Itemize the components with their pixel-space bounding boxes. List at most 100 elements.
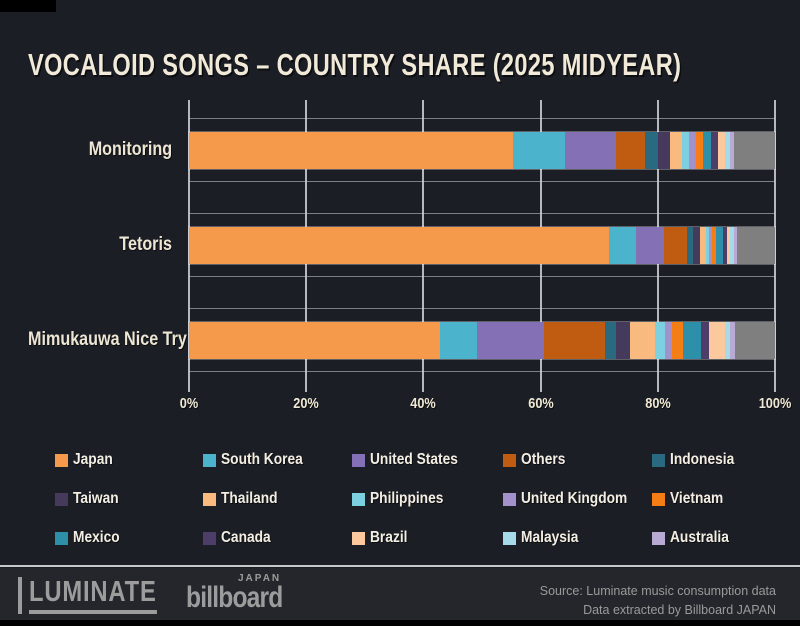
bar-segment-others (616, 131, 645, 169)
legend-label-text: Philippines (370, 490, 444, 507)
legend-swatch-united-kingdom (503, 492, 516, 506)
x-tick-label: 100% (758, 395, 792, 412)
bar-segment-indonesia (644, 131, 658, 169)
x-tick-label: 20% (293, 395, 319, 412)
bar-segment-indonesia (605, 321, 617, 359)
row-label-monitoring: Monitoring (0, 139, 172, 161)
legend-swatch-brazil (352, 531, 365, 545)
legend-swatch-vietnam (652, 492, 665, 506)
legend-swatch-philippines (352, 492, 365, 506)
legend-item-canada: Canada (203, 528, 352, 548)
legend-item-indonesia: Indonesia (652, 450, 800, 470)
bar-segment-thailand (699, 226, 707, 264)
category-band-mimukauwa-nice-try (189, 308, 775, 372)
legend-label: Malaysia (521, 529, 588, 547)
legend-swatch-indonesia (652, 453, 665, 467)
bar-segment-south-korea (609, 226, 637, 264)
legend-item-japan: Japan (55, 450, 203, 470)
bar-segment-japan (189, 321, 441, 359)
row-label-text: Tetoris (119, 234, 172, 255)
chart-title: VOCALOID SONGS – COUNTRY SHARE (2025 MID… (28, 47, 800, 83)
bar-segment-others (664, 226, 688, 264)
bar-segment-australia (729, 131, 734, 169)
legend-item-united-kingdom: United Kingdom (503, 489, 652, 509)
legend-label: Taiwan (73, 490, 126, 508)
stacked-bar-mimukauwa-nice-try (188, 320, 776, 360)
bar-segment-mexico (703, 131, 712, 169)
stacked-bar-monitoring (188, 130, 776, 170)
bar-segment-indonesia (687, 226, 693, 264)
x-tick-label: 40% (410, 395, 437, 412)
billboard-japan-superscript: JAPAN (238, 573, 282, 584)
bar-segment-taiwan (616, 321, 630, 359)
chart-title-text: VOCALOID SONGS – COUNTRY SHARE (2025 MID… (28, 46, 682, 82)
legend-item-thailand: Thailand (203, 489, 352, 509)
bar-segment-mexico (682, 321, 702, 359)
bar-segment-rest-unlabeled-grey-segment (737, 226, 775, 264)
legend-label: Brazil (370, 529, 414, 547)
legend-label: Thailand (221, 490, 287, 508)
bar-segment-taiwan (692, 226, 700, 264)
legend-item-brazil: Brazil (352, 528, 503, 548)
legend-label: Philippines (370, 490, 455, 508)
legend-label: Japan (73, 451, 119, 469)
legend-label-text: United Kingdom (521, 490, 628, 507)
legend-label-text: Malaysia (521, 529, 579, 546)
bar-segment-brazil (726, 226, 731, 264)
bar-segment-vietnam (712, 226, 717, 264)
bar-segment-philippines (681, 131, 690, 169)
source-line-2: Data extracted by Billboard JAPAN (583, 602, 776, 617)
legend-label: United States (370, 451, 472, 469)
bar-segment-japan (189, 226, 610, 264)
bar-segment-canada (723, 226, 727, 264)
bar-segment-united-states (476, 321, 544, 359)
legend-label: South Korea (221, 451, 316, 469)
row-label-tetoris: Tetoris (0, 234, 172, 256)
luminate-logo: LUMINATE (18, 577, 185, 614)
legend-swatch-canada (203, 531, 216, 545)
bar-segment-rest-unlabeled-grey-segment (733, 131, 775, 169)
legend-swatch-united-states (352, 453, 365, 467)
bar-segment-philippines (706, 226, 710, 264)
legend-swatch-thailand (203, 492, 216, 506)
legend-swatch-malaysia (503, 531, 516, 545)
bar-segment-philippines (655, 321, 665, 359)
bar-segment-united-kingdom (689, 131, 696, 169)
legend-label-text: Brazil (370, 529, 408, 546)
x-tick-label: 80% (645, 395, 671, 412)
bar-segment-canada (711, 131, 719, 169)
billboard-japan-logo: JAPAN billboard (186, 573, 304, 613)
bar-segment-vietnam (672, 321, 683, 359)
legend-label-text: Taiwan (73, 490, 119, 507)
bar-segment-brazil (718, 131, 726, 169)
legend-label-text: United States (370, 451, 458, 468)
bar-segment-malaysia (730, 226, 734, 264)
legend-swatch-south-korea (203, 453, 216, 467)
bar-segment-south-korea (440, 321, 477, 359)
legend-item-others: Others (503, 450, 652, 470)
bar-segment-rest-unlabeled-grey-segment (735, 321, 775, 359)
bar-segment-others (543, 321, 606, 359)
legend-item-australia: Australia (652, 528, 800, 548)
legend-item-malaysia: Malaysia (503, 528, 652, 548)
plot-area (188, 100, 776, 392)
row-label-text: Mimukauwa Nice Try (28, 329, 187, 350)
bar-segment-united-states (636, 226, 665, 264)
legend-label-text: Vietnam (670, 490, 724, 507)
bar-segment-thailand (629, 321, 656, 359)
bar-segment-united-states (565, 131, 617, 169)
legend-label: Australia (670, 529, 738, 547)
legend-item-mexico: Mexico (55, 528, 203, 548)
legend-label: Canada (221, 529, 279, 547)
legend-label: Indonesia (670, 451, 745, 469)
bar-segment-malaysia (725, 131, 730, 169)
footer-divider (0, 565, 800, 567)
legend-item-south-korea: South Korea (203, 450, 352, 470)
legend-label: Others (521, 451, 573, 469)
legend-label: Mexico (73, 529, 127, 547)
row-label-text: Monitoring (88, 139, 172, 160)
legend-item-philippines: Philippines (352, 489, 503, 509)
legend-swatch-others (503, 453, 516, 467)
bar-segment-united-kingdom (664, 321, 673, 359)
x-tick-label: 60% (527, 395, 554, 412)
